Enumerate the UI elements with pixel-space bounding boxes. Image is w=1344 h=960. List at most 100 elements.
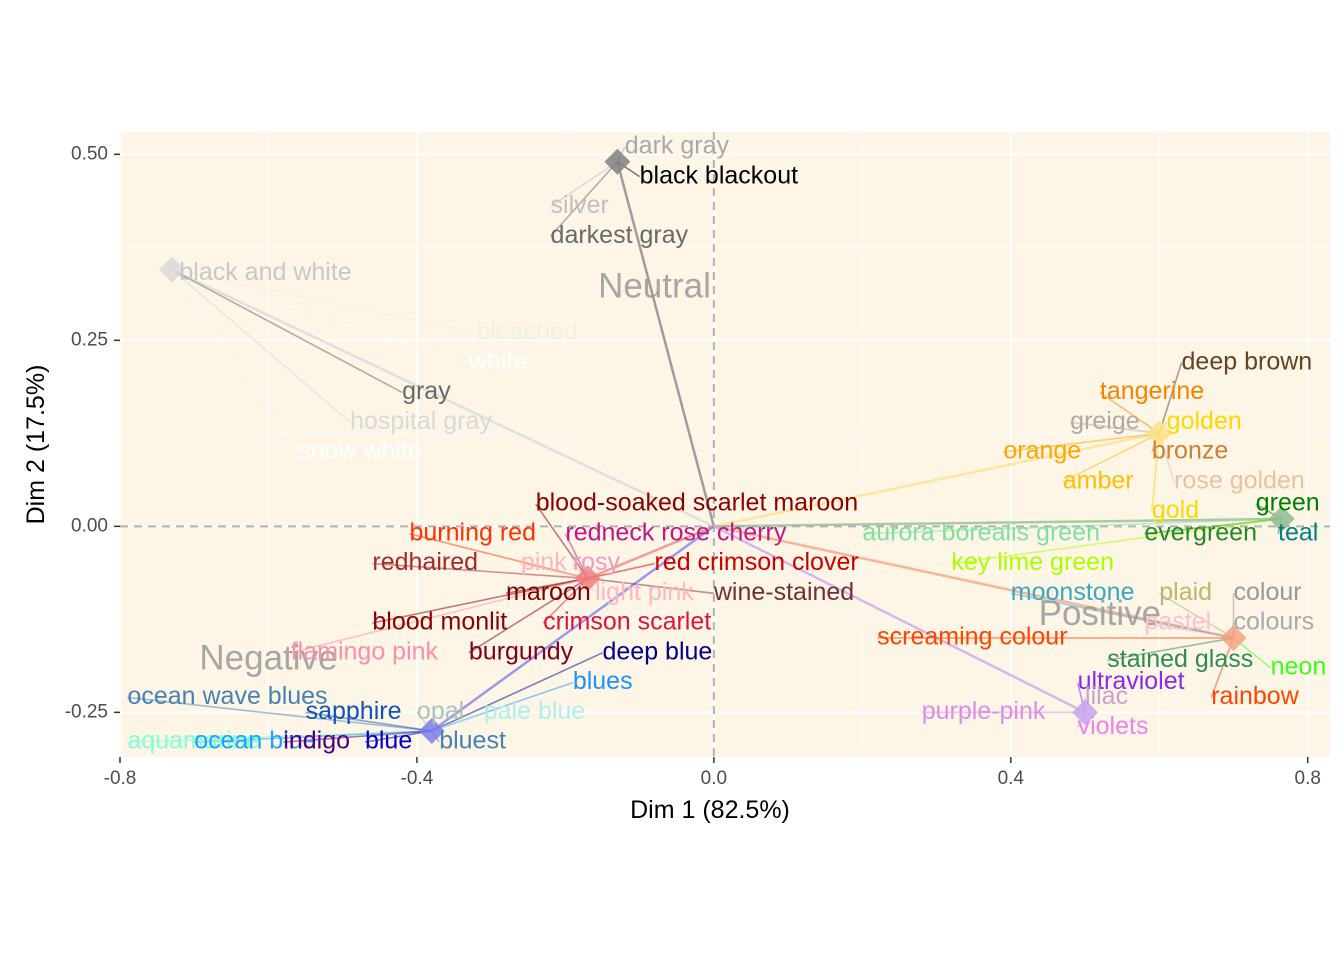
point-label: burning red (410, 518, 536, 546)
label-leader-line (372, 562, 588, 580)
label-leader-line (171, 269, 351, 423)
label-leader-line (290, 577, 588, 654)
group-label: Negative (199, 639, 337, 678)
label-leader-line (1062, 432, 1160, 483)
point-label: white (468, 347, 527, 375)
centroid-diamond (418, 717, 445, 744)
x-axis-title: Dim 1 (82.5%) (630, 796, 790, 824)
centroid-arrow (431, 525, 715, 732)
grid-lines (119, 132, 1330, 757)
point-label: aurora borealis green (862, 518, 1100, 546)
point-label: black and white (179, 258, 351, 286)
point-label: blood-soaked scarlet maroon (536, 489, 858, 517)
x-tick-label: -0.8 (104, 768, 137, 789)
label-leader-line (1158, 362, 1183, 434)
label-leader-line (542, 577, 589, 624)
point-label: sapphire (306, 697, 402, 725)
point-label: red crimson clover (654, 548, 858, 576)
label-leader-line (535, 503, 589, 579)
point-label: deep blue (603, 637, 713, 665)
point-label: colours (1233, 608, 1314, 636)
point-label: colour (1233, 578, 1301, 606)
label-leader-line (171, 268, 470, 364)
y-tick-label: -0.25 (65, 701, 108, 722)
centroid-arrow (713, 525, 1234, 640)
point-label: redneck rose cherry (565, 518, 786, 546)
plot-panel (120, 132, 1330, 757)
centroid-diamond (158, 256, 185, 283)
point-label: violets (1078, 712, 1149, 740)
point-label: golden (1167, 407, 1242, 435)
point-label: bronze (1152, 437, 1228, 465)
point-label: pastel (1144, 608, 1211, 636)
label-leader-line (1003, 432, 1160, 453)
centroid-diamond (1268, 505, 1295, 532)
point-label: green (1256, 489, 1320, 517)
point-label: gray (402, 377, 451, 405)
point-label: screaming colour (877, 623, 1067, 651)
point-label: light pink (595, 578, 694, 606)
label-leader-line (550, 161, 618, 208)
point-label: stained glass (1107, 645, 1253, 673)
label-leader-line (587, 562, 655, 580)
centroid-arrow (713, 525, 1086, 714)
label-leader-line (127, 696, 432, 732)
point-label: ocean blue (194, 727, 316, 755)
point-label: ultraviolet (1078, 667, 1185, 695)
point-label: orange (1003, 437, 1081, 465)
y-tick-label: 0.25 (71, 329, 108, 350)
point-label: darkest gray (551, 221, 689, 249)
centroid-arrow (587, 525, 715, 580)
point-label: aquamarine (127, 727, 259, 755)
point-label: crimson scarlet (543, 608, 711, 636)
centroid-diamond (1072, 699, 1099, 726)
arrow-lines (127, 146, 1283, 743)
point-label: teal (1278, 518, 1318, 546)
point-label: maroon (506, 578, 591, 606)
label-leader-line (409, 533, 588, 580)
label-leader-line (171, 268, 477, 334)
group-labels: Neutral Negative Positive (199, 267, 1161, 678)
point-label: tangerine (1100, 377, 1204, 405)
label-leader-line (549, 161, 618, 237)
centroid-arrow (713, 432, 1160, 528)
centroid-arrow (713, 517, 1282, 528)
centroid-diamond (1220, 624, 1247, 651)
centroid-diamond (574, 565, 601, 592)
label-leader-line (587, 577, 714, 595)
label-leader-line (431, 652, 603, 732)
label-leader-line (468, 577, 589, 654)
label-leader-line (862, 518, 1282, 535)
point-label: silver (551, 191, 609, 219)
point-label: gold (1152, 496, 1199, 524)
point-label: dark gray (625, 131, 730, 159)
label-leader-line (283, 730, 432, 743)
y-axis-title: Dim 2 (17.5%) (22, 365, 50, 525)
point-label: key lime green (951, 548, 1114, 576)
label-leader-line (1107, 637, 1234, 662)
label-leader-line (1158, 592, 1234, 639)
centroid-arrow (616, 161, 716, 527)
label-leader-line (951, 518, 1282, 565)
centroid-diamond (1146, 420, 1173, 447)
point-label: black blackout (640, 161, 798, 189)
point-label: pink (521, 548, 567, 576)
point-label: opal (417, 697, 464, 725)
x-axis: -0.8 -0.4 0.0 0.4 0.8 (104, 757, 1321, 789)
x-tick-label: 0.8 (1295, 768, 1321, 789)
point-label: burgundy (469, 637, 574, 665)
point-label: moonstone (1011, 578, 1135, 606)
point-label: blood monlit (372, 608, 507, 636)
point-label: snow white (298, 437, 422, 465)
label-leader-line (520, 562, 588, 580)
label-leader-line (1010, 592, 1234, 639)
point-label: deep brown (1182, 347, 1313, 375)
point-label: flamingo pink (291, 637, 439, 665)
label-leader-line (171, 269, 299, 453)
centroid-markers (158, 148, 1295, 744)
label-leader-line (1070, 421, 1160, 435)
point-label: blue (365, 727, 412, 755)
y-tick-label: 0.50 (71, 143, 108, 164)
point-label: rainbow (1211, 682, 1299, 710)
